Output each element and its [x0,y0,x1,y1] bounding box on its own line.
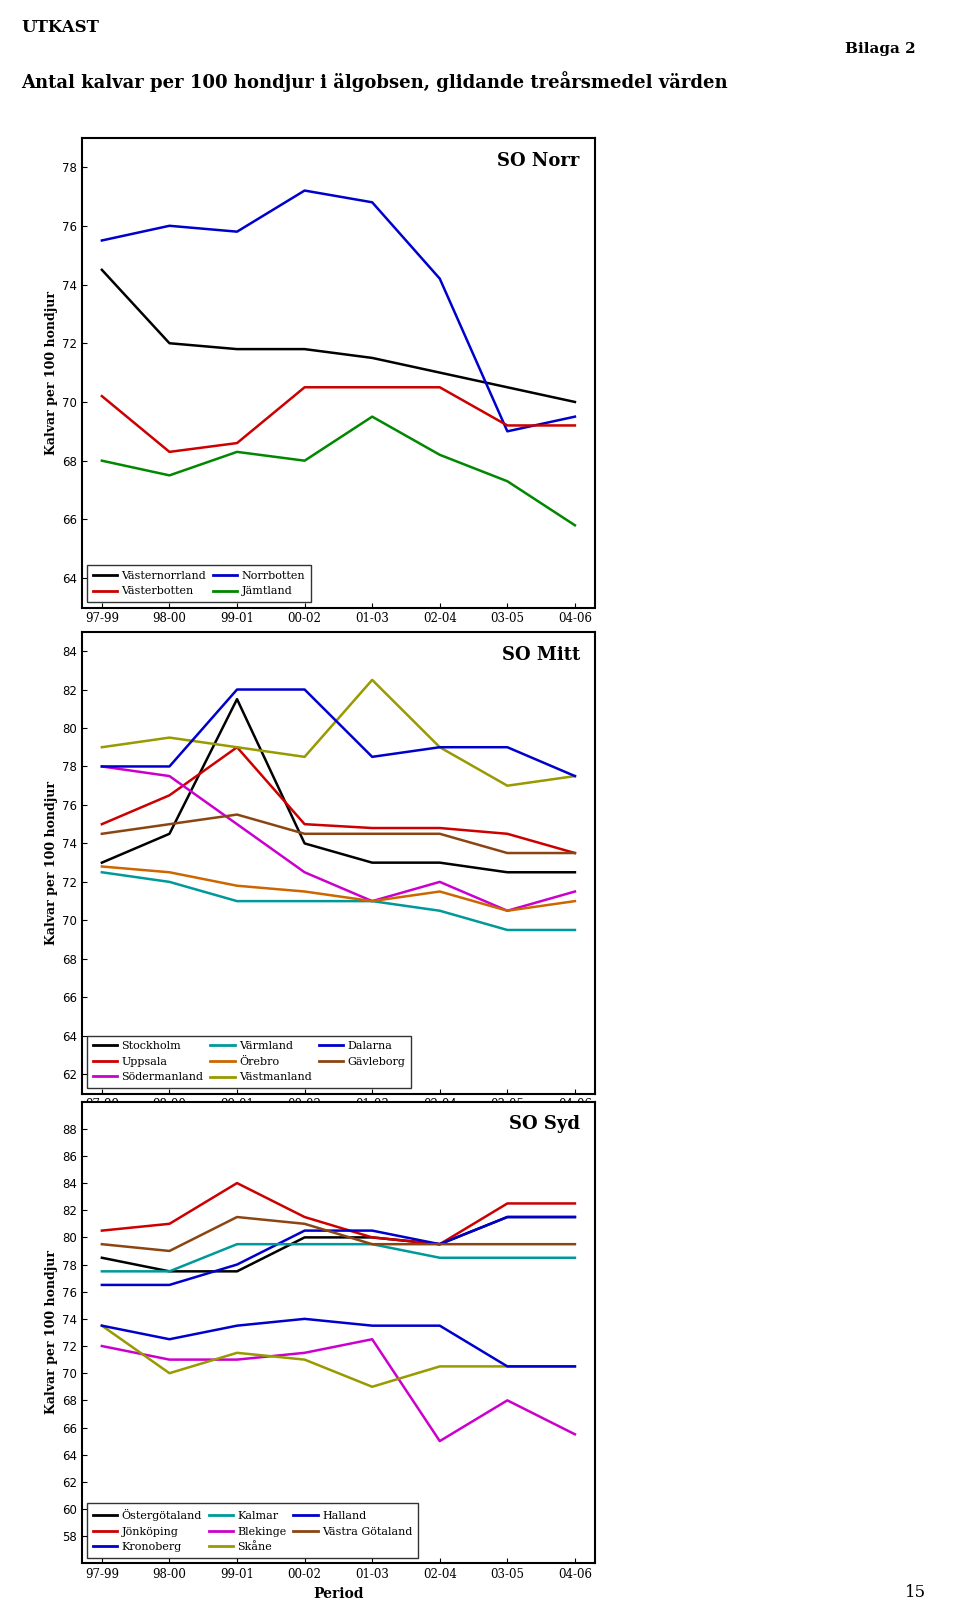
Legend: Stockholm, Uppsala, Södermanland, Värmland, Örebro, Västmanland, Dalarna, Gävleb: Stockholm, Uppsala, Södermanland, Värmla… [87,1035,411,1089]
Text: Antal kalvar per 100 hondjur i älgobsen, glidande treårsmedel värden: Antal kalvar per 100 hondjur i älgobsen,… [21,71,728,92]
Text: Bilaga 2: Bilaga 2 [845,42,916,57]
Y-axis label: Kalvar per 100 hondjur: Kalvar per 100 hondjur [44,1251,58,1414]
Text: UTKAST: UTKAST [21,19,99,36]
Legend: Östergötaland, Jönköping, Kronoberg, Kalmar, Blekinge, Skåne, Halland, Västra Gö: Östergötaland, Jönköping, Kronoberg, Kal… [87,1503,419,1558]
Y-axis label: Kalvar per 100 hondjur: Kalvar per 100 hondjur [44,290,58,455]
Y-axis label: Kalvar per 100 hondjur: Kalvar per 100 hondjur [44,781,58,944]
Text: SO Mitt: SO Mitt [501,646,580,664]
Text: SO Norr: SO Norr [497,152,580,170]
X-axis label: Period: Period [313,1116,364,1131]
X-axis label: Period: Period [313,1586,364,1601]
Text: SO Syd: SO Syd [509,1116,580,1134]
X-axis label: Period: Period [313,630,364,645]
Legend: Västernorrland, Västerbotten, Norrbotten, Jämtland: Västernorrland, Västerbotten, Norrbotten… [87,565,311,603]
Text: 15: 15 [905,1584,926,1601]
